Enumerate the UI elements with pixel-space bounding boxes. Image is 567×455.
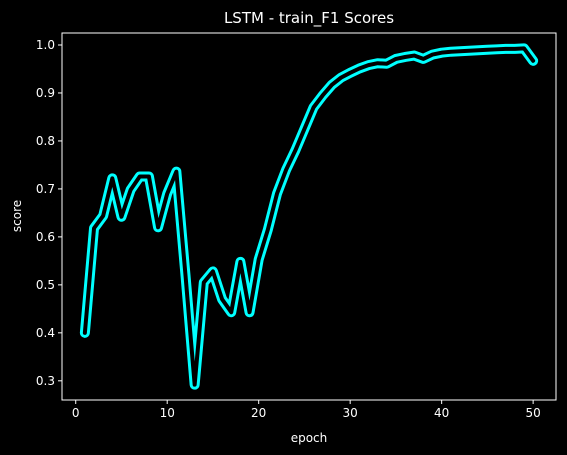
y-tick-label: 0.5 <box>36 278 55 292</box>
x-tick-label: 10 <box>160 406 175 420</box>
x-tick-label: 40 <box>434 406 449 420</box>
y-axis-label: score <box>10 200 24 232</box>
y-tick-label: 0.9 <box>36 86 55 100</box>
series-layer <box>79 43 539 390</box>
y-tick-label: 0.7 <box>36 182 55 196</box>
plot-area <box>61 32 557 401</box>
x-tick-label: 0 <box>72 406 80 420</box>
x-tick-label: 50 <box>525 406 540 420</box>
y-tick-label: 0.6 <box>36 230 55 244</box>
series-line <box>82 46 536 387</box>
x-axis-label: epoch <box>291 431 328 445</box>
y-tick-label: 1.0 <box>36 38 55 52</box>
y-tick-label: 0.4 <box>36 326 55 340</box>
y-tick-label: 0.8 <box>36 134 55 148</box>
x-tick-label: 30 <box>343 406 358 420</box>
x-axis: 0 10 20 30 40 50 <box>72 400 541 420</box>
chart-title: LSTM - train_F1 Scores <box>224 9 394 28</box>
x-tick-label: 20 <box>251 406 266 420</box>
y-tick-label: 0.3 <box>36 374 55 388</box>
y-axis: 0.3 0.4 0.5 0.6 0.7 0.8 0.9 1.0 <box>36 38 62 388</box>
